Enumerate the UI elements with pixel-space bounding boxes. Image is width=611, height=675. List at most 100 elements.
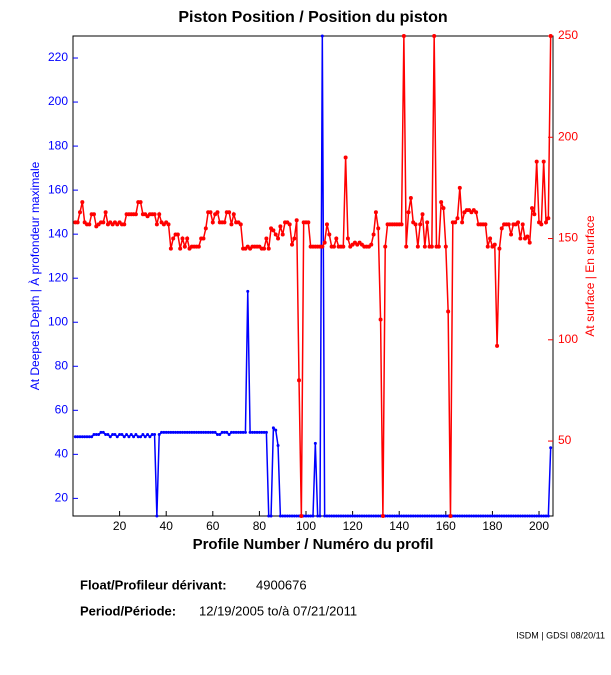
point: [386, 514, 390, 518]
point: [432, 514, 436, 518]
y-tick-label: 140: [48, 226, 68, 240]
point: [539, 514, 543, 518]
float-id: 4900676: [256, 577, 307, 592]
point: [169, 430, 173, 434]
point: [479, 514, 483, 518]
point: [236, 430, 240, 434]
point: [266, 246, 271, 251]
point: [441, 514, 445, 518]
point: [229, 430, 233, 434]
point: [337, 514, 341, 518]
point: [460, 220, 465, 225]
period-label: Period/Période:: [80, 603, 176, 618]
y2-tick-label: 50: [558, 433, 572, 447]
point: [453, 220, 458, 225]
point: [439, 200, 444, 205]
point: [367, 514, 371, 518]
point: [243, 430, 247, 434]
point: [400, 514, 404, 518]
point: [94, 433, 98, 437]
point: [262, 430, 266, 434]
point: [97, 433, 101, 437]
point: [334, 236, 339, 241]
point: [371, 232, 376, 237]
point: [530, 514, 534, 518]
point: [157, 212, 162, 217]
point: [75, 220, 80, 225]
point: [267, 514, 271, 518]
point: [171, 236, 176, 241]
point: [80, 200, 85, 205]
point: [297, 378, 302, 383]
point: [458, 514, 462, 518]
point: [306, 514, 310, 518]
point: [167, 430, 171, 434]
point: [108, 435, 112, 439]
point: [380, 514, 385, 518]
point: [330, 514, 334, 518]
point: [157, 433, 161, 437]
point: [422, 244, 427, 249]
period: 12/19/2005 to/à 07/21/2011: [199, 603, 357, 618]
point: [441, 206, 446, 211]
point: [225, 430, 229, 434]
point: [516, 220, 521, 225]
point: [467, 514, 471, 518]
point: [304, 514, 308, 518]
point: [493, 514, 497, 518]
point: [313, 441, 317, 445]
point: [182, 244, 187, 249]
point: [485, 244, 490, 249]
point: [115, 435, 119, 439]
point: [227, 210, 232, 215]
point: [351, 514, 355, 518]
point: [162, 430, 166, 434]
point: [290, 242, 295, 247]
point: [222, 220, 227, 225]
point: [238, 222, 243, 227]
point: [139, 435, 143, 439]
point: [183, 430, 187, 434]
point: [206, 430, 210, 434]
point: [274, 428, 278, 432]
point: [516, 514, 520, 518]
point: [413, 222, 418, 227]
point: [271, 426, 275, 430]
point: [476, 514, 480, 518]
point: [246, 289, 250, 293]
point: [399, 222, 404, 227]
point: [122, 222, 127, 227]
point: [281, 514, 285, 518]
point: [520, 222, 525, 227]
point: [439, 514, 443, 518]
point: [428, 514, 432, 518]
point: [327, 514, 331, 518]
point: [253, 430, 257, 434]
point: [76, 435, 80, 439]
y-tick-label: 80: [55, 358, 69, 372]
x-tick-label: 20: [113, 519, 127, 533]
float-label: Float/Profileur dérivant:: [80, 577, 227, 592]
point: [465, 514, 469, 518]
point: [294, 218, 299, 223]
point: [406, 210, 411, 215]
point: [425, 220, 430, 225]
point: [437, 514, 441, 518]
point: [141, 433, 145, 437]
point: [525, 234, 530, 239]
point: [192, 430, 196, 434]
point: [276, 444, 280, 448]
point: [497, 246, 502, 251]
point: [331, 244, 336, 249]
point: [511, 514, 515, 518]
point: [118, 433, 122, 437]
point: [448, 514, 453, 518]
point: [455, 514, 459, 518]
point: [514, 514, 518, 518]
point: [378, 317, 383, 322]
point: [287, 222, 292, 227]
point: [490, 514, 494, 518]
point: [430, 514, 434, 518]
point: [506, 222, 511, 227]
